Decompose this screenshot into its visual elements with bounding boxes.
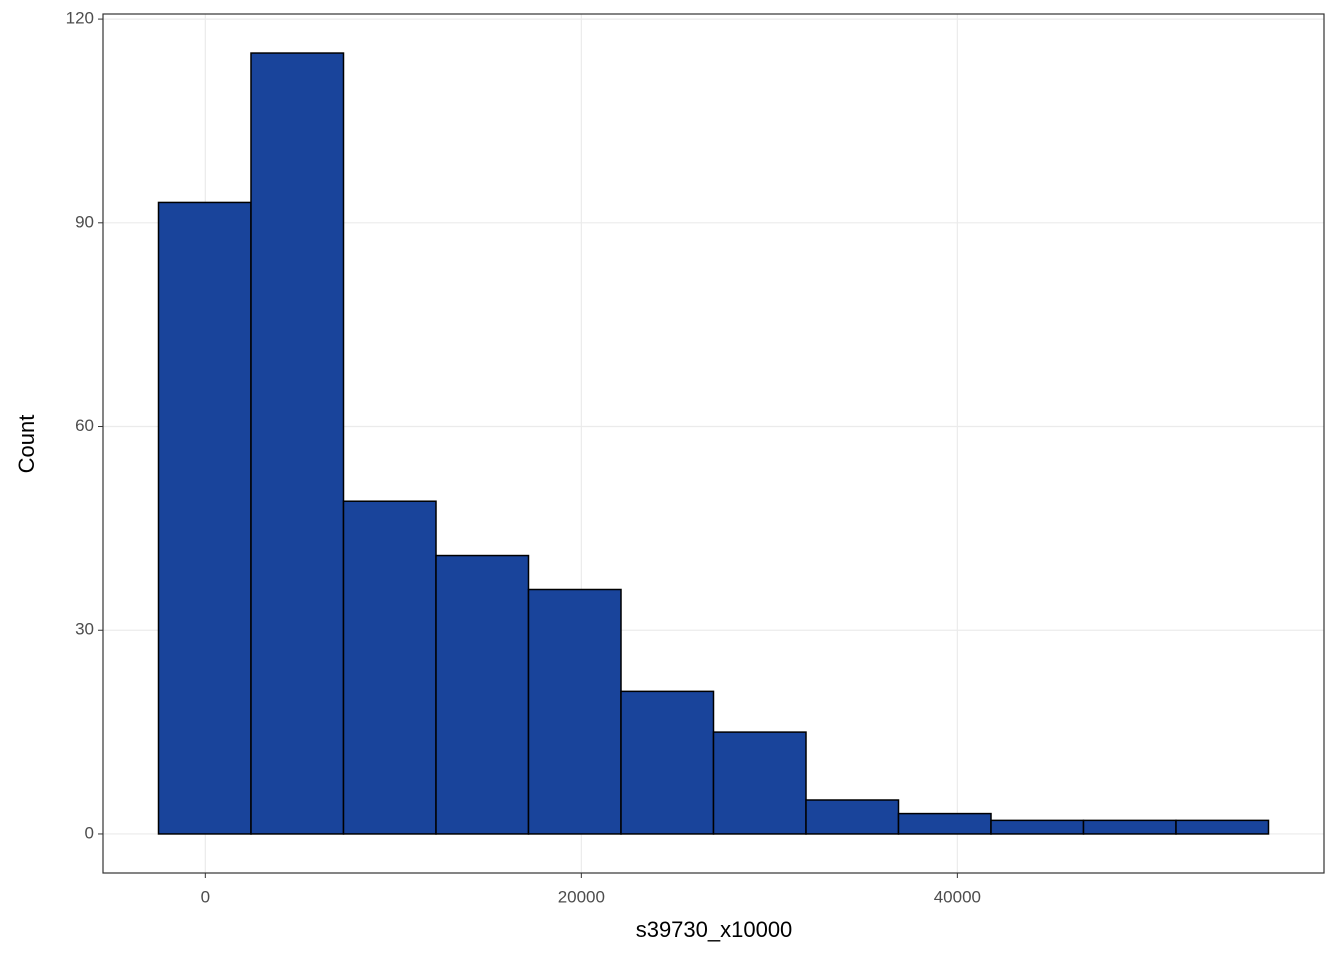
x-tick-label: 40000 bbox=[934, 887, 981, 906]
bar bbox=[805, 799, 900, 835]
bar bbox=[157, 201, 252, 835]
bar bbox=[342, 500, 437, 835]
bar bbox=[250, 52, 345, 835]
x-tick-label: 0 bbox=[201, 887, 210, 906]
y-tick-label: 90 bbox=[75, 212, 94, 231]
y-tick-label: 30 bbox=[75, 620, 94, 639]
bar bbox=[620, 690, 715, 835]
y-axis-title: Count bbox=[14, 415, 39, 474]
bar bbox=[1082, 819, 1177, 835]
y-tick-label: 60 bbox=[75, 416, 94, 435]
bar bbox=[527, 588, 622, 835]
y-tick-label: 120 bbox=[66, 9, 94, 28]
y-tick-label: 0 bbox=[85, 823, 94, 842]
bar bbox=[712, 731, 807, 835]
bar bbox=[897, 812, 992, 835]
bar bbox=[435, 554, 530, 835]
x-tick-label: 20000 bbox=[558, 887, 605, 906]
x-axis-title: s39730_x10000 bbox=[636, 917, 793, 942]
bar bbox=[990, 819, 1085, 835]
bar bbox=[1175, 819, 1270, 835]
panel-border bbox=[102, 13, 1325, 874]
